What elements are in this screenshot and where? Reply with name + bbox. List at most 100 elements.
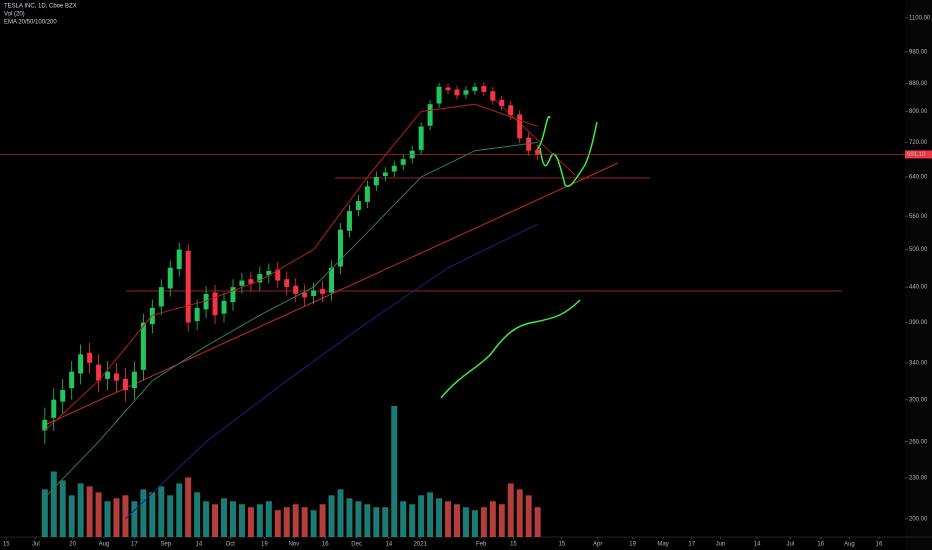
volume-bar xyxy=(418,495,425,537)
y-tick-label: 200.00 xyxy=(909,516,928,522)
volume-bar xyxy=(131,501,138,537)
volume-bar xyxy=(382,507,389,537)
candle-body xyxy=(490,91,496,101)
indicator-label: EMA 20/50/100/200 xyxy=(4,20,57,26)
candle-body xyxy=(257,274,263,283)
volume-bar xyxy=(400,501,407,537)
volume-bar xyxy=(489,501,496,537)
candle-body xyxy=(167,267,173,289)
candle-body xyxy=(526,137,532,151)
projection-drawing xyxy=(440,299,581,399)
volume-bar xyxy=(104,501,111,537)
volume-bar xyxy=(355,501,362,537)
candle-body xyxy=(445,87,451,91)
volume-bar xyxy=(373,507,380,537)
candle-body xyxy=(499,99,505,106)
candle-body xyxy=(320,289,326,294)
volume-bar xyxy=(364,504,371,537)
volume-bar xyxy=(310,510,317,537)
volume-bar xyxy=(238,504,245,537)
candle-body xyxy=(463,90,469,95)
candle-body xyxy=(436,86,442,104)
x-tick-label: Aug xyxy=(99,542,110,548)
candle-body xyxy=(51,399,57,418)
candle-body xyxy=(427,104,433,126)
candle-body xyxy=(329,267,335,293)
volume-bar xyxy=(319,504,326,537)
x-tick-label: 16 xyxy=(876,542,883,548)
projection-drawing xyxy=(536,115,598,187)
volume-bar xyxy=(221,498,228,537)
x-tick-label: 16 xyxy=(817,542,824,548)
y-tick-label: 230.00 xyxy=(909,475,928,481)
candle-body xyxy=(176,249,182,270)
candle-body xyxy=(400,159,406,165)
y-tick-label: 440.00 xyxy=(909,285,928,291)
x-tick-label: 14 xyxy=(386,542,393,548)
candle-body xyxy=(454,89,460,96)
y-tick-label: 800.00 xyxy=(909,109,928,115)
volume-bar xyxy=(453,504,460,537)
candle-body xyxy=(69,371,75,389)
candle-body xyxy=(122,378,128,391)
volume-bar xyxy=(436,498,443,537)
x-tick-label: May xyxy=(657,542,668,548)
volume-bar xyxy=(462,507,469,537)
x-tick-label: 14 xyxy=(196,542,203,548)
volume-bar xyxy=(471,510,478,537)
volume-bar xyxy=(247,507,254,537)
volume-bar xyxy=(95,492,102,537)
volume-bar xyxy=(113,498,120,537)
x-tick-label: Aug xyxy=(844,542,855,548)
volume-bar xyxy=(292,504,299,537)
candle-body xyxy=(275,269,281,281)
x-tick-label: Dec xyxy=(351,542,362,548)
x-tick-label: 17 xyxy=(131,542,138,548)
volume-bar xyxy=(59,480,66,537)
volume-bar xyxy=(427,492,434,537)
candle-body xyxy=(221,300,227,314)
candle-body xyxy=(373,177,379,186)
volume-bar xyxy=(77,483,84,537)
candle-body xyxy=(149,307,155,325)
volume-bar xyxy=(507,483,514,537)
x-tick-label: Oct xyxy=(226,542,236,548)
x-tick-label: 20 xyxy=(69,542,76,548)
candle-body xyxy=(203,293,209,310)
volume-bar xyxy=(122,495,129,537)
candle-body xyxy=(239,280,245,286)
candle-body xyxy=(364,186,370,202)
y-tick-label: 640.00 xyxy=(909,175,928,181)
y-tick-label: 560.00 xyxy=(909,214,928,220)
ema-line xyxy=(125,223,538,520)
price-axis xyxy=(905,0,932,550)
x-tick-label: 16 xyxy=(322,542,329,548)
chart-title: TESLA INC, 1D, Cboe BZX xyxy=(4,4,77,10)
volume-bar xyxy=(265,501,272,537)
candle-body xyxy=(508,105,514,116)
volume-bar xyxy=(229,501,236,537)
x-tick-label: Jun xyxy=(716,542,726,548)
volume-bar xyxy=(534,507,541,537)
volume-bar xyxy=(194,492,201,537)
candle-body xyxy=(355,200,361,211)
x-tick-label: Nov xyxy=(289,542,300,548)
volume-bar xyxy=(409,504,416,537)
volume-bar xyxy=(167,495,174,537)
x-tick-label: Sep xyxy=(160,542,171,548)
candle-body xyxy=(96,364,102,381)
volume-bar xyxy=(203,501,210,537)
candle-body xyxy=(311,290,317,296)
x-tick-label: Feb xyxy=(476,542,487,548)
volume-bar xyxy=(480,507,487,537)
volume-bar xyxy=(140,489,147,537)
candle-body xyxy=(140,322,146,370)
volume-bar xyxy=(149,492,156,537)
candle-body xyxy=(346,211,352,231)
volume-bar xyxy=(256,504,263,537)
ema-line xyxy=(44,141,538,498)
y-tick-label: 300.00 xyxy=(909,397,928,403)
volume-bar xyxy=(516,489,523,537)
volume-bar xyxy=(328,495,335,537)
y-tick-label: 500.00 xyxy=(909,247,928,253)
